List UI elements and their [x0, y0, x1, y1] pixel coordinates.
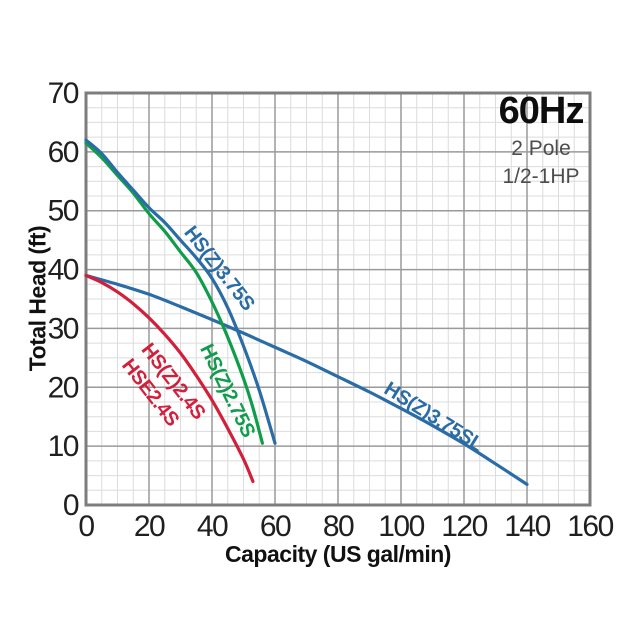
x-tick-label: 100	[378, 510, 424, 543]
curve-label-hsz-3-75s: HS(Z)3.75S	[179, 222, 258, 315]
y-tick-label: 70	[48, 77, 79, 110]
y-tick-label: 0	[63, 489, 79, 522]
y-tick-label: 50	[48, 195, 79, 228]
chart-header: 60Hz 2 Pole 1/2-1HP	[441, 90, 640, 188]
power-label: 1/2-1HP	[502, 164, 580, 188]
curve-hsz-2-75s	[84, 141, 264, 445]
y-tick-label: 60	[48, 136, 79, 169]
x-tick-label: 0	[78, 510, 94, 543]
plot-border	[84, 91, 592, 507]
y-axis-title: Total Head (ft)	[24, 225, 51, 372]
y-tick-label: 30	[48, 312, 79, 345]
x-axis-title: Capacity (US gal/min)	[225, 541, 451, 567]
pole-label: 2 Pole	[511, 136, 571, 160]
frequency-label: 60Hz	[498, 90, 585, 132]
x-tick-label: 80	[323, 510, 354, 543]
x-tick-label: 120	[441, 510, 487, 543]
curve-hsz-2-4s	[84, 273, 255, 484]
y-tick-label: 10	[48, 430, 79, 463]
x-tick-label: 60	[260, 510, 291, 543]
x-tick-label: 40	[197, 510, 228, 543]
x-tick-label: 140	[504, 510, 550, 543]
curve-hsz-3-75s	[84, 138, 277, 445]
x-tick-label: 160	[567, 510, 613, 543]
curve-hsz-3-75sl	[84, 273, 529, 486]
y-tick-label: 20	[48, 371, 79, 404]
x-tick-label: 20	[134, 510, 165, 543]
y-tick-label: 40	[48, 254, 79, 287]
